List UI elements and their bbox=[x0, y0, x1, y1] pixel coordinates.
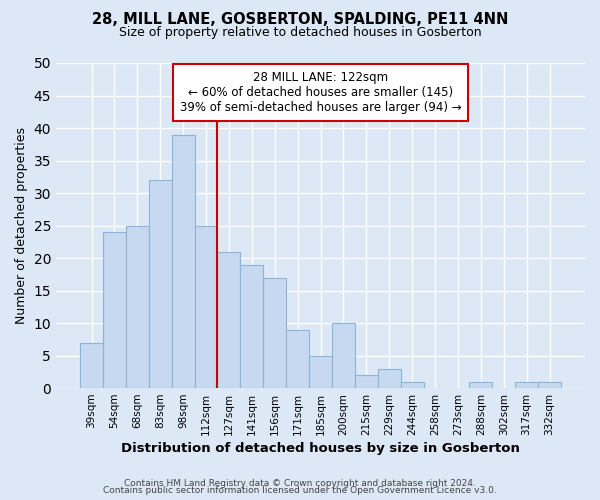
Bar bbox=[355, 375, 378, 388]
Bar bbox=[309, 356, 332, 388]
Text: 28, MILL LANE, GOSBERTON, SPALDING, PE11 4NN: 28, MILL LANE, GOSBERTON, SPALDING, PE11… bbox=[92, 12, 508, 28]
Text: 28 MILL LANE: 122sqm
← 60% of detached houses are smaller (145)
39% of semi-deta: 28 MILL LANE: 122sqm ← 60% of detached h… bbox=[180, 71, 461, 114]
Bar bbox=[401, 382, 424, 388]
Bar bbox=[332, 323, 355, 388]
X-axis label: Distribution of detached houses by size in Gosberton: Distribution of detached houses by size … bbox=[121, 442, 520, 455]
Bar bbox=[263, 278, 286, 388]
Bar bbox=[172, 134, 194, 388]
Bar bbox=[103, 232, 126, 388]
Bar bbox=[194, 226, 217, 388]
Bar bbox=[80, 342, 103, 388]
Bar bbox=[515, 382, 538, 388]
Bar bbox=[469, 382, 492, 388]
Text: Size of property relative to detached houses in Gosberton: Size of property relative to detached ho… bbox=[119, 26, 481, 39]
Y-axis label: Number of detached properties: Number of detached properties bbox=[15, 127, 28, 324]
Bar bbox=[538, 382, 561, 388]
Bar bbox=[241, 264, 263, 388]
Bar bbox=[126, 226, 149, 388]
Bar bbox=[217, 252, 241, 388]
Text: Contains public sector information licensed under the Open Government Licence v3: Contains public sector information licen… bbox=[103, 486, 497, 495]
Bar bbox=[378, 368, 401, 388]
Bar bbox=[286, 330, 309, 388]
Text: Contains HM Land Registry data © Crown copyright and database right 2024.: Contains HM Land Registry data © Crown c… bbox=[124, 478, 476, 488]
Bar bbox=[149, 180, 172, 388]
